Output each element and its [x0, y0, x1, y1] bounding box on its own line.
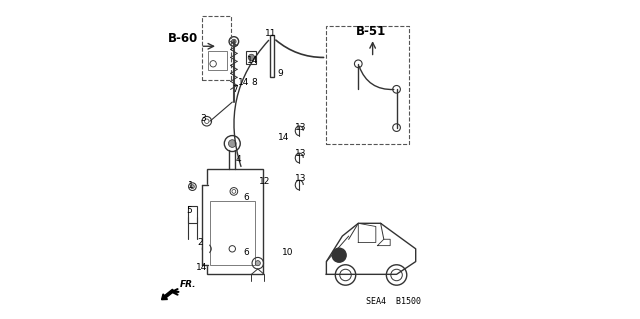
Bar	[246, 51, 255, 64]
Text: 7: 7	[232, 85, 238, 94]
Text: SEA4  B1500: SEA4 B1500	[366, 297, 421, 306]
Text: 1: 1	[188, 181, 194, 189]
Circle shape	[191, 185, 195, 189]
Circle shape	[205, 247, 209, 251]
Text: 8: 8	[252, 78, 257, 87]
Text: 14: 14	[196, 263, 207, 272]
Bar	[269, 35, 275, 77]
Text: 13: 13	[295, 174, 307, 183]
Circle shape	[228, 140, 236, 147]
Polygon shape	[202, 185, 208, 265]
Bar	[209, 51, 227, 70]
Text: 14: 14	[278, 133, 289, 142]
Text: 11: 11	[265, 29, 276, 38]
Text: 13: 13	[295, 123, 307, 132]
Text: FR.: FR.	[180, 280, 196, 289]
Bar	[202, 16, 230, 80]
Text: 9: 9	[277, 69, 283, 78]
Text: 10: 10	[282, 248, 294, 256]
Text: 6: 6	[244, 193, 250, 202]
Text: 12: 12	[259, 177, 270, 186]
Text: 2: 2	[198, 238, 203, 247]
Circle shape	[248, 54, 255, 61]
Text: B-60: B-60	[168, 32, 198, 45]
Bar	[188, 206, 197, 223]
Text: 3: 3	[201, 114, 207, 122]
Circle shape	[332, 248, 346, 262]
Bar	[210, 201, 255, 265]
Text: 14: 14	[237, 78, 249, 87]
Text: 13: 13	[295, 149, 307, 158]
Bar	[207, 169, 262, 274]
Text: 14: 14	[247, 56, 259, 65]
Text: B-51: B-51	[356, 26, 386, 38]
FancyArrow shape	[161, 289, 174, 300]
Text: 5: 5	[186, 206, 192, 215]
Circle shape	[232, 39, 236, 44]
Bar	[326, 26, 410, 144]
Text: 6: 6	[244, 248, 250, 256]
Text: 4: 4	[236, 155, 241, 164]
Circle shape	[255, 261, 260, 266]
